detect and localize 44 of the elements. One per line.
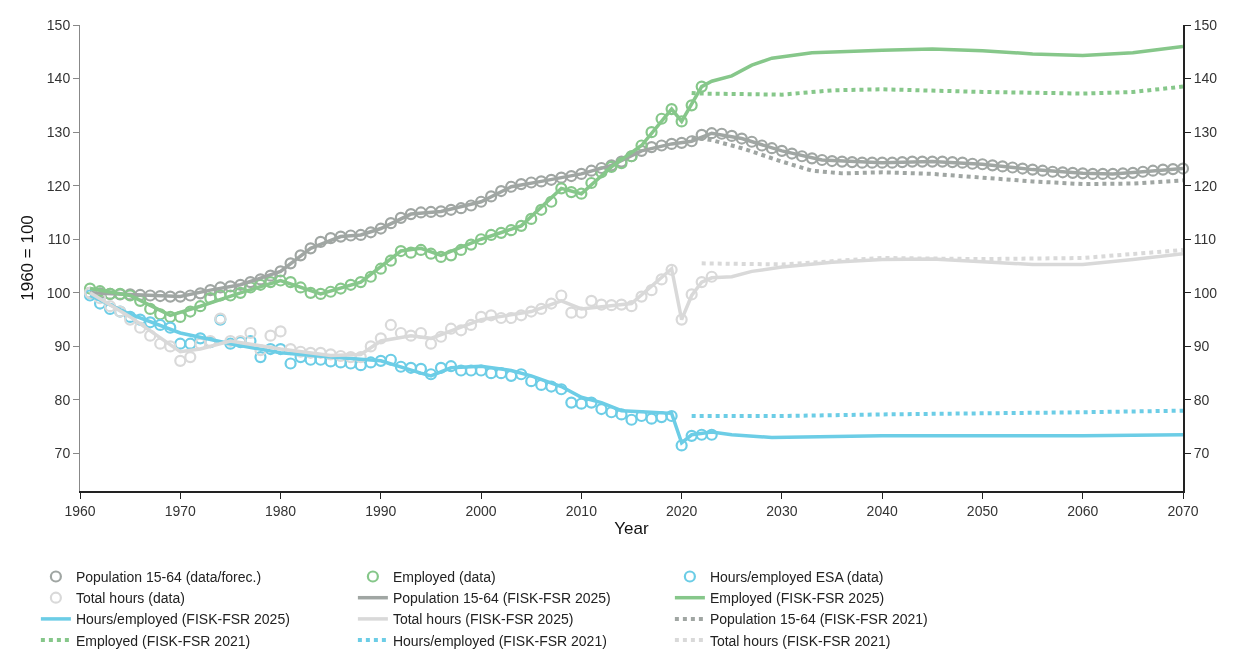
- x-tick-label: 2010: [565, 502, 598, 519]
- y-tick-label: 90: [54, 338, 71, 355]
- y2-tick-label: 110: [1193, 231, 1217, 248]
- x-tick-label: 2060: [1067, 502, 1099, 519]
- y-tick-label: 120: [46, 177, 71, 194]
- legend-label: Population 15-64 (FISK-FSR 2021): [709, 611, 928, 628]
- legend-label: Employed (FISK-FSR 2025): [709, 590, 885, 607]
- y2-tick-label: 150: [1193, 16, 1218, 33]
- x-tick-label: 2030: [766, 502, 798, 519]
- legend-label: Population 15-64 (FISK-FSR 2025): [392, 590, 611, 607]
- x-tick-label: 1970: [164, 502, 197, 519]
- y2-tick-label: 120: [1193, 177, 1218, 194]
- x-tick-label: 1990: [365, 502, 397, 519]
- x-tick-label: 1960: [64, 502, 96, 519]
- y2-tick-label: 130: [1193, 124, 1218, 141]
- y-tick-label: 80: [54, 391, 71, 408]
- y-tick-label: 150: [46, 16, 71, 33]
- y2-tick-label: 90: [1193, 338, 1210, 355]
- y2-tick-label: 80: [1193, 391, 1210, 408]
- y-tick-label: 140: [46, 70, 71, 87]
- legend-label: Hours/employed (FISK-FSR 2025): [75, 611, 290, 628]
- legend-label: Total hours (data): [75, 590, 185, 607]
- y2-tick-label: 70: [1193, 445, 1210, 462]
- x-tick-label: 2050: [966, 502, 999, 519]
- y-tick-label: 110: [47, 231, 71, 248]
- legend-label: Hours/employed ESA (data): [709, 568, 884, 585]
- x-tick-label: 2000: [465, 502, 497, 519]
- y2-tick-label: 100: [1193, 284, 1218, 301]
- y2-tick-label: 140: [1193, 70, 1218, 87]
- legend-label: Employed (data): [392, 568, 496, 585]
- x-tick-label: 2070: [1167, 502, 1199, 519]
- y-axis-title: 1960 = 100: [18, 215, 38, 301]
- legend-label: Total hours (FISK-FSR 2021): [709, 632, 891, 649]
- x-tick-label: 1980: [264, 502, 297, 519]
- legend-label: Population 15-64 (data/forec.): [75, 568, 262, 585]
- x-tick-label: 2040: [866, 502, 898, 519]
- y-tick-label: 100: [46, 284, 71, 301]
- y-tick-label: 70: [54, 445, 71, 462]
- legend-label: Hours/employed (FISK-FSR 2021): [392, 632, 607, 649]
- x-tick-label: 2020: [666, 502, 698, 519]
- legend-label: Employed (FISK-FSR 2021): [75, 632, 251, 649]
- x-axis-title: Year: [614, 518, 650, 538]
- legend-label: Total hours (FISK-FSR 2025): [392, 611, 574, 628]
- y-tick-label: 130: [46, 124, 71, 141]
